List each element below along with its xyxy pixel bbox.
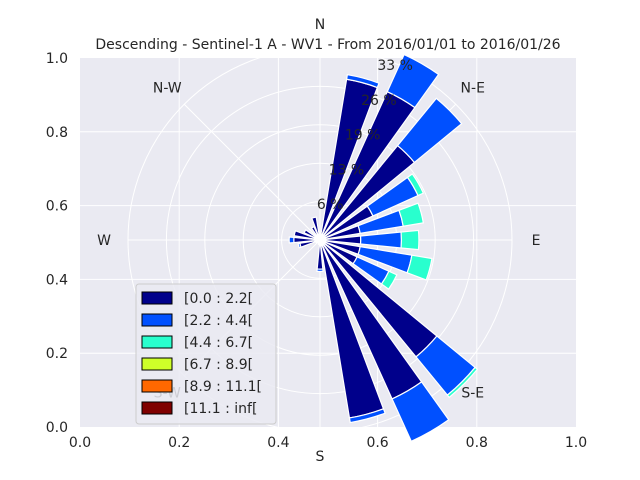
- radial-label: 13 %: [329, 162, 365, 178]
- sector-bar-60-bin-2: [406, 173, 425, 197]
- legend-label: [6.7 : 8.9[: [184, 357, 253, 373]
- sector-bar-255-bin-1: [297, 242, 302, 249]
- direction-label-s: S: [316, 449, 325, 465]
- legend-label: [11.1 : inf[: [184, 401, 257, 417]
- y-tick-label: 0.8: [46, 125, 68, 141]
- sector-bar-345-bin-0: [311, 216, 321, 241]
- x-tick-label: 0.4: [267, 435, 289, 451]
- sector-bar-15-bin-1: [345, 73, 380, 89]
- y-tick-label: 0.0: [46, 420, 68, 436]
- y-tick-label: 0.4: [46, 272, 68, 288]
- sector-bar-90-bin-2: [400, 229, 420, 251]
- legend-label: [4.4 : 6.7[: [184, 335, 253, 351]
- legend-swatch: [141, 357, 173, 371]
- legend-swatch: [141, 291, 173, 305]
- x-tick-label: 0.2: [168, 435, 190, 451]
- direction-label-n: N: [315, 17, 325, 33]
- sector-bar-180-bin-1: [316, 268, 324, 273]
- sector-bar-270-bin-1: [288, 236, 295, 244]
- chart-title: Descending - Sentinel-1 A - WV1 - From 2…: [95, 37, 560, 53]
- x-tick-label: 0.8: [466, 435, 488, 451]
- sector-bar-45-bin-1: [396, 97, 463, 164]
- radial-label: 33 %: [377, 58, 413, 74]
- direction-label-nw: N-W: [153, 80, 182, 96]
- sector-bars: [288, 53, 479, 443]
- sector-bar-150-bin-1: [391, 381, 450, 443]
- angular-gridline: [183, 103, 321, 241]
- sector-bar-120-bin-2: [380, 270, 398, 290]
- legend-swatch: [141, 401, 173, 415]
- legend-swatch: [141, 335, 173, 349]
- legend-label: [2.2 : 4.4[: [184, 313, 253, 329]
- legend-swatch: [141, 379, 173, 393]
- radial-label: 19 %: [345, 128, 381, 144]
- sector-bar-330-bin-0: [310, 225, 321, 241]
- x-tick-labels: 0.0 0.2 0.4 0.6 0.8 1.0: [69, 435, 587, 451]
- direction-label-w: W: [97, 233, 111, 249]
- y-tick-label: 0.2: [46, 346, 68, 362]
- direction-label-ne: N-E: [461, 80, 485, 96]
- legend: [0.0 : 2.2[ [2.2 : 4.4[ [4.4 : 6.7[ [6.7 : …: [135, 283, 277, 425]
- x-tick-label: 1.0: [565, 435, 587, 451]
- y-tick-label: 1.0: [46, 51, 68, 67]
- sector-bar-165-bin-1: [348, 408, 386, 424]
- x-tick-label: 0.6: [366, 435, 388, 451]
- legend-label: [8.9 : 11.1[: [184, 379, 262, 395]
- x-tick-label: 0.0: [69, 435, 91, 451]
- direction-label-se: S-E: [461, 386, 484, 402]
- sector-bar-75-bin-2: [398, 202, 425, 227]
- legend-swatch: [141, 313, 173, 327]
- y-tick-label: 0.6: [46, 199, 68, 215]
- radial-label: 6 %: [317, 197, 344, 213]
- y-tick-labels: 0.0 0.2 0.4 0.6 0.8 1.0: [46, 51, 68, 436]
- legend-label: [0.0 : 2.2[: [184, 291, 253, 307]
- sector-bar-105-bin-2: [406, 254, 433, 281]
- radial-labels: 6 % 13 % 19 % 26 % 33 %: [317, 58, 413, 213]
- sector-bar-30-bin-1: [386, 53, 440, 109]
- radial-label: 26 %: [361, 93, 397, 109]
- direction-label-e: E: [532, 233, 541, 249]
- sector-bar-135-bin-2: [446, 366, 479, 399]
